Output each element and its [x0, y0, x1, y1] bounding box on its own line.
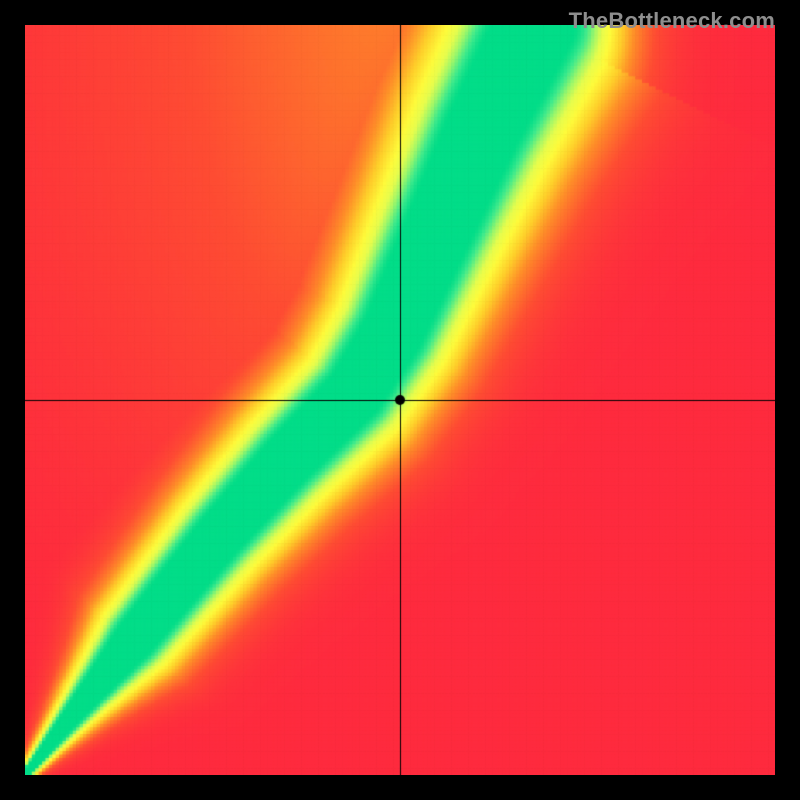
bottleneck-heatmap	[25, 25, 775, 775]
watermark-label: TheBottleneck.com	[569, 8, 775, 34]
